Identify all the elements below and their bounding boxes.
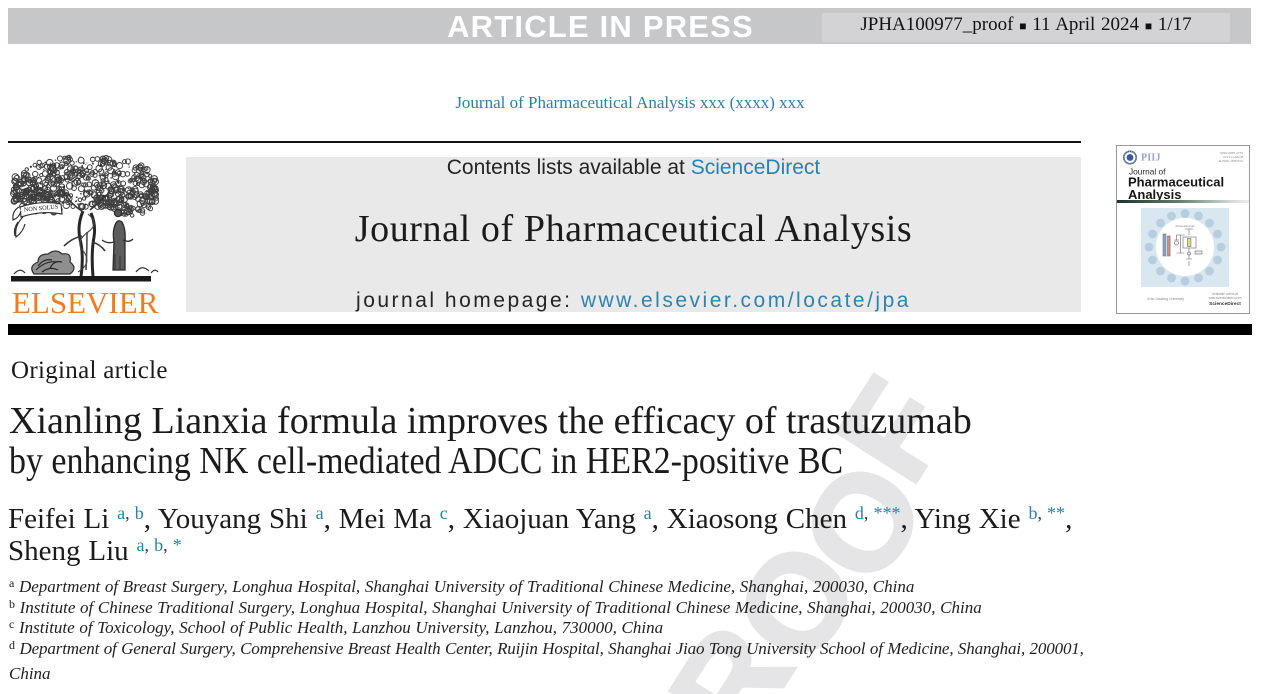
- svg-text:Pharmaceutical: Pharmaceutical: [1128, 175, 1224, 190]
- svg-text:NON SOLUS: NON SOLUS: [24, 203, 60, 213]
- svg-text:ScienceDirect: ScienceDirect: [1209, 301, 1241, 307]
- svg-text:PIIJ: PIIJ: [1141, 153, 1161, 164]
- svg-text:Available online at: Available online at: [1212, 292, 1238, 296]
- svg-text:Analysis: Analysis: [1128, 187, 1181, 202]
- svg-text:ISSN 2095-1779: ISSN 2095-1779: [1220, 151, 1243, 155]
- svg-text:E-ISSN JPROOA: E-ISSN JPROOA: [1219, 159, 1244, 163]
- svg-text:Xi'an Jiaotong University: Xi'an Jiaotong University: [1147, 297, 1184, 301]
- svg-text:Pressurized air: Pressurized air: [1176, 224, 1195, 228]
- svg-text:www.sciencedirect.com: www.sciencedirect.com: [1208, 296, 1241, 300]
- svg-text:CN 21-1482/R: CN 21-1482/R: [1223, 155, 1244, 159]
- svg-text:Journal of: Journal of: [1129, 167, 1166, 177]
